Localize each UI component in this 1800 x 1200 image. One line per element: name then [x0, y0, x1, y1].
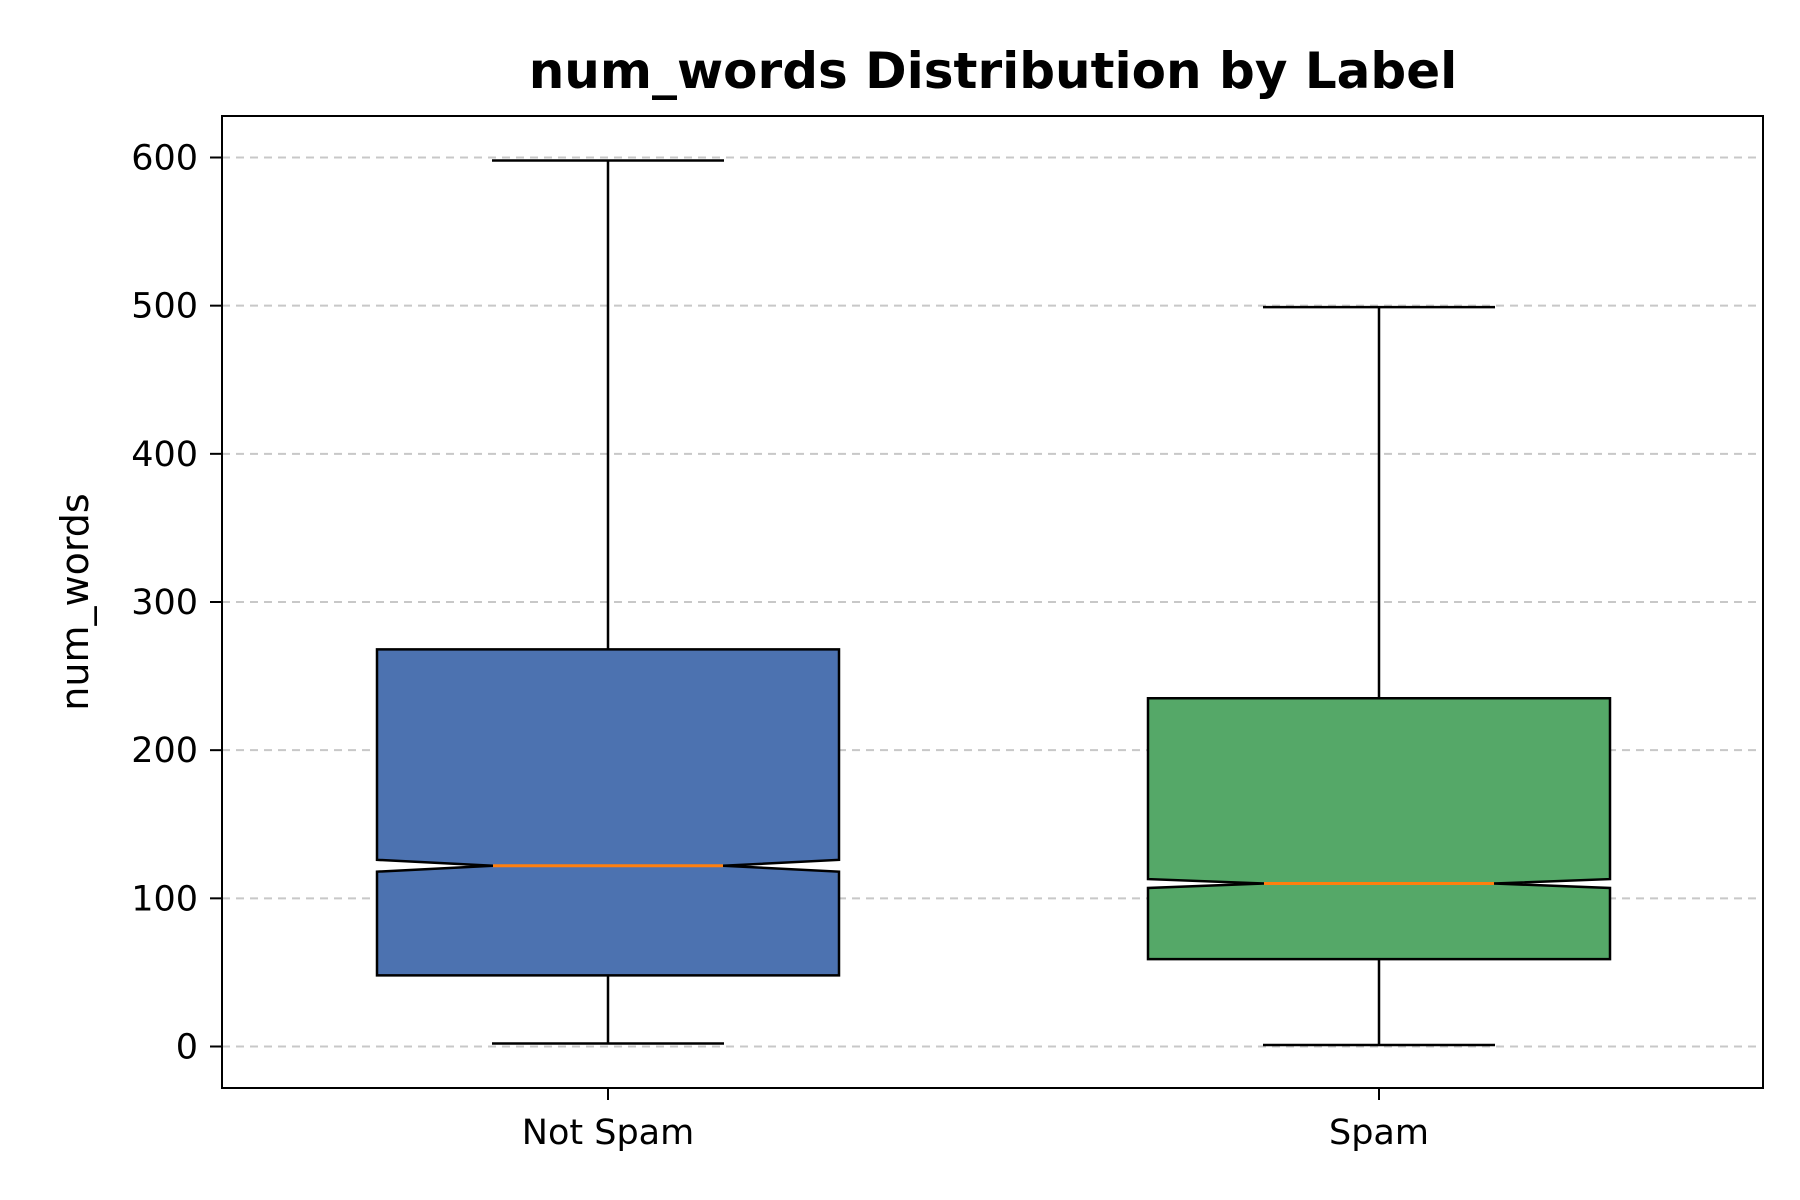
box-not-spam: [375, 159, 841, 1045]
y-tick-label: 500: [131, 287, 198, 327]
box-body: [375, 648, 841, 977]
box-series: [375, 159, 1612, 1047]
y-tick-label: 200: [131, 731, 198, 771]
y-tick-label: 600: [131, 138, 198, 178]
y-tick-label: 0: [176, 1028, 198, 1068]
x-tick-label: Spam: [1329, 1113, 1429, 1153]
y-axis-label: num_words: [53, 493, 97, 710]
chart-title: num_words Distribution by Label: [529, 42, 1458, 100]
box-spam: [1146, 305, 1612, 1047]
y-tick-label: 300: [131, 583, 198, 623]
box-body: [1146, 697, 1612, 961]
y-tick-label: 400: [131, 435, 198, 475]
y-axis: 0 100 200 300 400 500 600: [131, 138, 222, 1068]
x-axis: Not Spam Spam: [522, 1088, 1429, 1153]
x-tick-label: Not Spam: [522, 1113, 694, 1153]
y-tick-label: 100: [131, 879, 198, 919]
